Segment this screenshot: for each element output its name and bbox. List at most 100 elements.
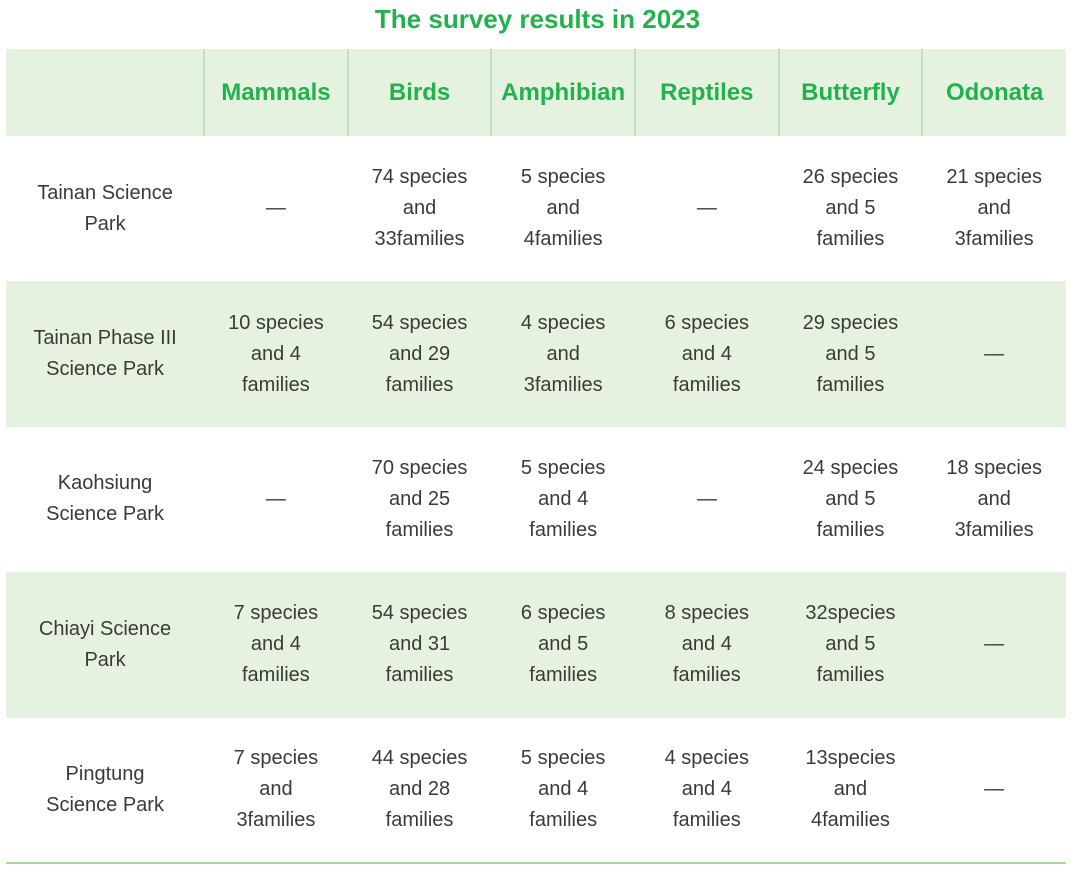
cell-line: — [265,197,286,220]
cell-line: and 5 [825,342,876,365]
cell-line: 44 species [371,747,468,770]
cell-amphibian: 4 species and 3families [491,281,635,426]
cell-amphibian: 6 species and 5 families [491,572,635,717]
cell-line: families [816,228,885,251]
cell-line: and 29 [388,342,451,365]
cell-line: and 5 [825,633,876,656]
park-name-cell: Tainan Phase III Science Park [6,281,204,426]
cell-mammals: — [204,136,348,281]
table-row: Pingtung Science Park 7 species and 3familie… [6,718,1066,863]
cell-odonata: 21 species and 3families [922,136,1066,281]
cell-line: and 4 [681,778,732,801]
cell-line: 5 species [520,747,606,770]
cell-line: 18 species [946,456,1042,479]
cell-line: and 5 [825,487,876,510]
header-cell-butterfly: Butterfly [777,49,923,136]
cell-line: 4 species [520,311,606,334]
cell-butterfly: 32species and 5 families [779,572,923,717]
cell-line: and 4 [250,342,301,365]
cell-birds: 54 species and 31 families [348,572,492,717]
cell-line: 3families [954,228,1034,251]
park-name-line: Science Park [46,503,164,526]
header-cell-odonata: Odonata [921,49,1066,136]
cell-reptiles: — [635,136,779,281]
cell-line: 54 species [371,311,468,334]
park-name-line: Pingtung [65,762,145,785]
header-cell-park [6,49,204,136]
cell-line: and 4 [538,778,589,801]
cell-line: families [672,809,741,832]
cell-butterfly: 29 species and 5 families [779,281,923,426]
park-name-line: Park [84,648,126,671]
cell-reptiles: — [635,427,779,572]
cell-reptiles: 4 species and 4 families [635,718,779,863]
cell-line: 5 species [520,166,606,189]
cell-line: families [672,373,741,396]
page-title: The survey results in 2023 [374,4,701,34]
cell-line: 4 species [664,747,750,770]
cell-line: families [816,373,885,396]
cell-line: and [977,487,1011,510]
cell-odonata: — [922,281,1066,426]
header-cell-mammals: Mammals [203,49,348,136]
cell-line: and 25 [388,487,451,510]
header-row: Mammals Birds Amphibian Reptiles Butterf… [6,49,1066,136]
cell-odonata: — [922,718,1066,863]
cell-line: 10 species [228,311,324,334]
cell-line: families [816,664,885,687]
cell-line: — [265,487,286,510]
cell-line: — [984,342,1005,365]
park-name-line: Science Park [46,358,164,381]
cell-mammals: — [204,427,348,572]
cell-reptiles: 6 species and 4 families [635,281,779,426]
cell-reptiles: 8 species and 4 families [635,572,779,717]
cell-line: — [696,197,717,220]
cell-line: and 4 [681,342,732,365]
cell-butterfly: 24 species and 5 families [779,427,923,572]
cell-line: 26 species [802,166,899,189]
cell-mammals: 7 species and 4 families [204,572,348,717]
cell-line: families [242,373,310,396]
park-name-line: Kaohsiung [57,472,153,495]
survey-table: Mammals Birds Amphibian Reptiles Butterf… [6,49,1066,864]
cell-line: 33families [374,228,465,251]
cell-line: families [385,518,454,541]
table-row: Tainan Science Park — 74 species and 33famili… [6,136,1066,281]
cell-birds: 54 species and 29 families [348,281,492,426]
cell-butterfly: 26 species and 5 families [779,136,923,281]
cell-amphibian: 5 species and 4families [491,136,635,281]
cell-line: — [984,633,1005,656]
cell-line: families [242,664,310,687]
cell-amphibian: 5 species and 4 families [491,718,635,863]
cell-birds: 70 species and 25 families [348,427,492,572]
cell-line: 6 species [664,311,750,334]
cell-line: 3families [236,809,316,832]
header-cell-reptiles: Reptiles [634,49,779,136]
cell-line: 4families [811,809,890,832]
cell-mammals: 10 species and 4 families [204,281,348,426]
park-name-cell: Kaohsiung Science Park [6,427,204,572]
cell-line: 7 species [233,747,319,770]
cell-line: and [546,197,580,220]
cell-line: families [816,518,885,541]
cell-line: 70 species [371,456,468,479]
cell-line: families [672,664,741,687]
cell-line: and 4 [681,633,732,656]
cell-line: 7 species [233,602,319,625]
cell-line: 54 species [371,602,468,625]
cell-line: and [402,197,437,220]
cell-line: 29 species [802,311,899,334]
cell-birds: 44 species and 28 families [348,718,492,863]
park-name-cell: Chiayi Science Park [6,572,204,717]
cell-amphibian: 5 species and 4 families [491,427,635,572]
cell-line: 74 species [371,166,468,189]
cell-line: — [984,778,1005,801]
cell-line: and 4 [538,487,589,510]
cell-butterfly: 13species and 4families [779,718,923,863]
cell-line: families [529,518,598,541]
cell-line: — [696,487,717,510]
cell-line: 3families [954,518,1034,541]
cell-line: families [385,809,454,832]
cell-line: and 5 [825,197,876,220]
cell-mammals: 7 species and 3families [204,718,348,863]
